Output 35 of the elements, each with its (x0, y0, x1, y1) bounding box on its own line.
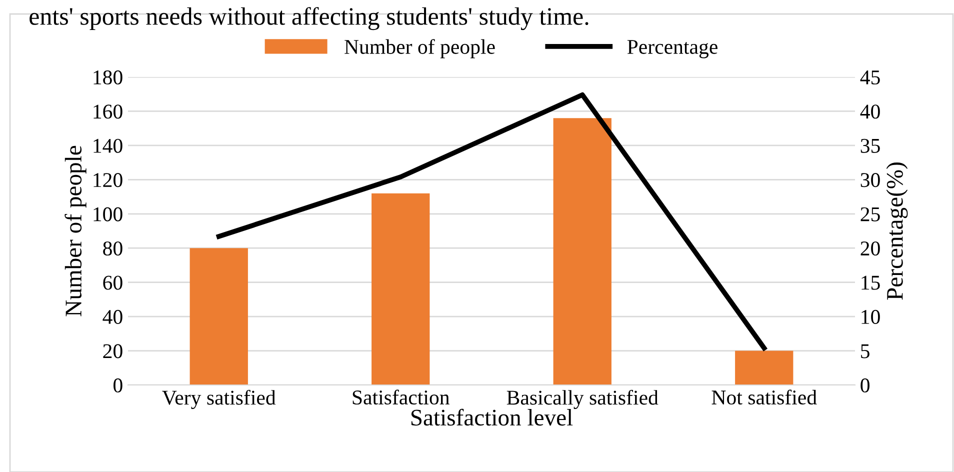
y2-tick-label: 15 (862, 276, 880, 290)
y-tick-label: 60 (103, 276, 122, 290)
x-tick-label: Not satisfied (712, 390, 817, 405)
y2-tick-label: 30 (860, 173, 880, 188)
bar (735, 350, 794, 385)
y-tick-label: 160 (94, 104, 122, 119)
y-tick-label: 20 (103, 344, 122, 358)
y2-tick-label: 20 (860, 241, 880, 256)
x-tick-label: Satisfaction (352, 390, 450, 405)
legend-label: Percentage (627, 40, 718, 58)
y2-tick-label: 0 (860, 378, 870, 392)
y2-tick-label: 35 (860, 138, 880, 153)
y-tick-label: 40 (102, 310, 122, 324)
y2-axis-title: Percentage(%) (886, 162, 908, 300)
y-tick-label: 0 (114, 378, 122, 392)
bar (372, 193, 430, 385)
y-tick-label: 180 (94, 70, 122, 84)
y2-tick-label: 45 (860, 70, 880, 84)
y2-tick-label: 10 (862, 310, 880, 324)
bar (553, 118, 612, 385)
text: ents' sports needs without affecting students' study time. (30, 7, 588, 30)
y2-tick-label: 5 (861, 344, 870, 358)
bar (190, 248, 248, 385)
y-tick-label: 80 (103, 241, 122, 256)
y2-tick-label: 40 (860, 104, 880, 119)
y-tick-label: 100 (94, 207, 122, 222)
y2-tick-label: 25 (860, 207, 880, 222)
x-tick-label: Very satisfied (162, 390, 276, 410)
y-axis-title: Number of people (64, 146, 86, 316)
line-series (216, 92, 767, 350)
y-tick-label: 120 (94, 173, 122, 188)
x-axis-title: Satisfaction level (411, 408, 573, 426)
legend-label: Number of people (344, 39, 495, 58)
y-tick-label: 140 (94, 138, 122, 153)
x-tick-label: Basically satisfied (506, 390, 658, 410)
